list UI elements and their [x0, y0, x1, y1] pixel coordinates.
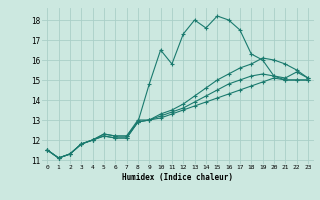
- X-axis label: Humidex (Indice chaleur): Humidex (Indice chaleur): [122, 173, 233, 182]
